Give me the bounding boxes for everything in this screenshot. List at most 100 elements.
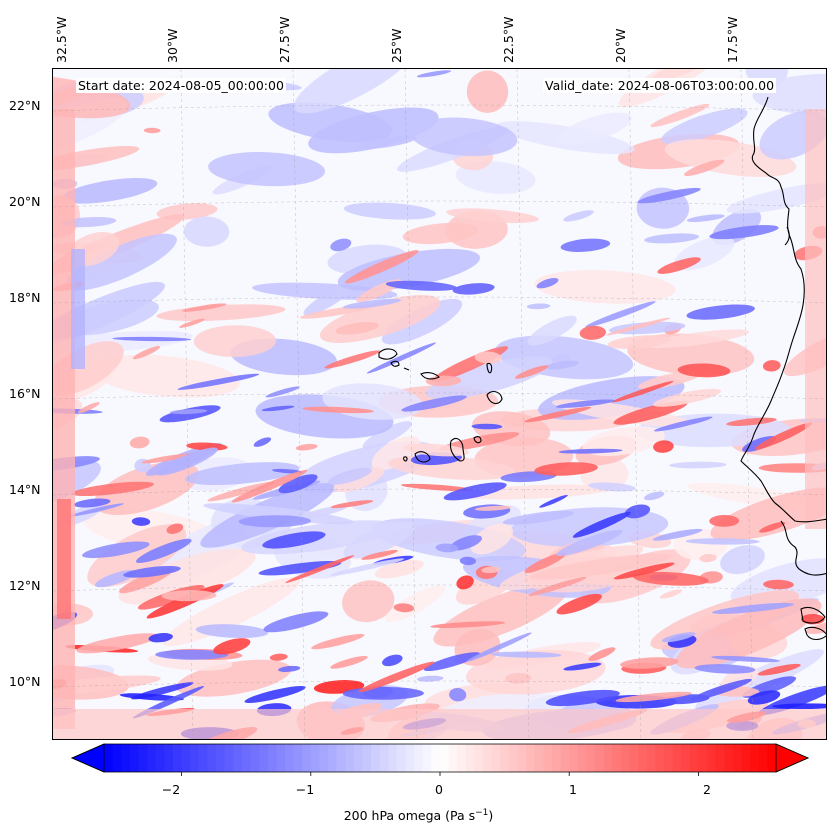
colorbar-segment: [560, 744, 570, 772]
colorbar-segment: [517, 744, 527, 772]
omega-streak: [285, 555, 355, 583]
omega-patch: [208, 152, 326, 187]
omega-patch: [337, 248, 481, 291]
colorbar-segment: [750, 744, 760, 772]
omega-streak: [726, 417, 777, 426]
omega-streak: [690, 678, 752, 701]
omega-streak: [358, 661, 435, 693]
omega-streak: [324, 350, 381, 369]
parallel-line: [53, 104, 826, 112]
lon-label: 32.5°W: [54, 16, 69, 63]
omega-streak: [653, 440, 674, 453]
colorbar-segment: [707, 744, 717, 772]
omega-streak: [624, 504, 651, 519]
colorbar-segment: [655, 744, 665, 772]
omega-patch: [645, 329, 749, 348]
colorbar-segment: [767, 744, 777, 772]
omega-streak: [620, 657, 679, 669]
omega-streak: [78, 402, 100, 414]
omega-streak: [132, 346, 161, 360]
omega-streak: [400, 483, 475, 492]
omega-streak: [585, 301, 656, 328]
meridian-line: [292, 69, 306, 739]
island-outline: [804, 626, 826, 641]
omega-patch: [87, 524, 187, 588]
colorbar-segment: [715, 744, 725, 772]
omega-streak: [711, 655, 780, 663]
omega-patch: [195, 624, 269, 639]
omega-streak: [357, 135, 417, 150]
island-sal: [486, 362, 493, 374]
omega-streak: [686, 214, 725, 223]
east-edge-band: [805, 109, 826, 529]
omega-patch: [293, 69, 416, 114]
lat-label: 12°N: [9, 578, 41, 593]
omega-streak: [606, 317, 671, 336]
parallel-line: [53, 584, 826, 592]
colorbar-segment: [474, 744, 484, 772]
coast-detail: [784, 226, 790, 246]
island-sao-vicente: [390, 360, 400, 367]
africa-coastline: [740, 96, 826, 523]
colorbar-segment: [508, 744, 519, 772]
omega-patch: [661, 108, 748, 144]
omega-streak: [652, 388, 722, 407]
omega-streak: [539, 494, 568, 508]
omega-streak: [335, 322, 379, 335]
omega-field: [53, 69, 826, 739]
colorbar-segment: [319, 744, 329, 772]
colorbar-segment: [104, 744, 114, 772]
colorbar-segment: [388, 744, 398, 772]
omega-streak: [712, 602, 794, 614]
colorbar-tick-label: −1: [295, 782, 315, 797]
omega-streak: [452, 283, 495, 295]
parallel-line: [53, 296, 826, 304]
colorbar-segment: [147, 744, 157, 772]
omega-streak: [342, 298, 402, 309]
colorbar-segment: [629, 744, 639, 772]
omega-patch: [466, 650, 606, 695]
meridian-line: [180, 69, 194, 739]
omega-streak: [763, 579, 794, 590]
lon-label: 25°W: [389, 28, 404, 63]
west-edge-band: [53, 109, 75, 729]
omega-streak: [481, 566, 501, 574]
omega-streak: [311, 633, 365, 650]
omega-patch: [651, 69, 710, 82]
colorbar-segment: [405, 744, 415, 772]
omega-patch: [381, 298, 463, 345]
colorbar-segment: [732, 744, 743, 772]
colorbar-segment: [483, 744, 493, 772]
omega-patch: [94, 461, 199, 516]
omega-streak: [694, 664, 756, 674]
omega-streak: [644, 233, 699, 244]
omega-streak: [269, 653, 288, 661]
meridian-line: [628, 69, 642, 739]
omega-streak: [588, 482, 636, 492]
omega-patch: [374, 559, 424, 579]
omega-streak: [611, 381, 674, 403]
colorbar-segment: [569, 744, 579, 772]
omega-streak: [73, 498, 111, 508]
omega-streak: [401, 395, 467, 412]
colorbar-segment: [198, 744, 208, 772]
parallel-line: [53, 488, 826, 496]
colorbar-segment: [138, 744, 148, 772]
colorbar-segment: [362, 744, 372, 772]
omega-streak: [69, 503, 124, 517]
omega-streak: [560, 238, 611, 253]
omega-streak: [653, 416, 713, 432]
omega-patch: [425, 356, 553, 400]
omega-streak: [261, 405, 295, 412]
colorbar-segment: [121, 744, 131, 772]
omega-streak: [661, 632, 696, 643]
colorbar-segment: [129, 744, 140, 772]
colorbar-segment: [448, 744, 458, 772]
omega-patch: [343, 202, 436, 220]
colorbar-segment: [612, 744, 622, 772]
colorbar-segment: [207, 744, 217, 772]
colorbar-segment: [457, 744, 467, 772]
omega-patch: [303, 285, 352, 316]
omega-patch: [675, 598, 822, 669]
omega-streak: [638, 370, 702, 390]
